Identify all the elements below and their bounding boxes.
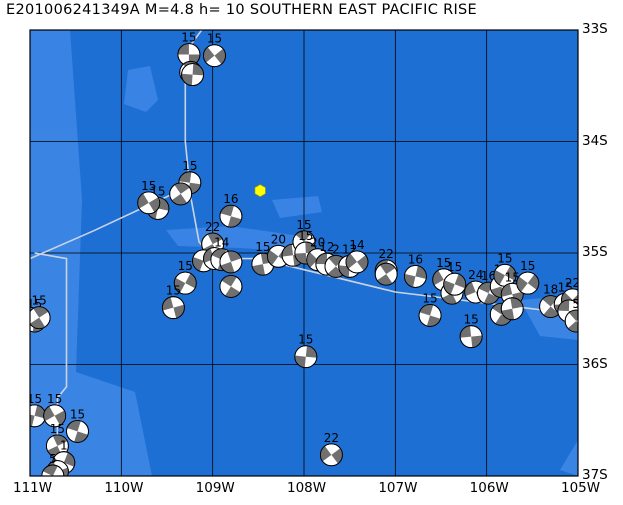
mechanism-depth-label: 16 <box>408 252 423 266</box>
mechanism-depth-label: 15 <box>298 333 313 347</box>
focal-mechanism: 15 <box>443 260 467 296</box>
mechanism-depth-label: 1 <box>60 439 68 453</box>
mechanism-depth-label: 15 <box>70 407 85 421</box>
focal-mechanism: 15 <box>493 251 517 287</box>
mechanism-depth-label: 15 <box>255 240 270 254</box>
mechanism-depth-label: 15 <box>436 256 451 270</box>
mechanism-depth-label: 15 <box>298 229 313 243</box>
mechanism-depth-label: 16 <box>223 192 238 206</box>
focal-mechanism: 15 <box>516 259 540 295</box>
mechanism-depth-label: 20 <box>271 232 286 246</box>
mechanism-depth-label: 22 <box>379 247 394 261</box>
focal-mechanism: 15 <box>459 313 483 349</box>
mechanism-depth-label: 15 <box>182 159 197 173</box>
latitude-tick-label: 37S <box>582 467 608 483</box>
focal-mechanism <box>219 250 243 274</box>
mechanism-depth-label: 12 <box>319 240 334 254</box>
mechanism-depth-label: 15 <box>166 284 181 298</box>
focal-mechanism: 15 <box>294 333 318 369</box>
focal-mechanism: 15 <box>27 392 47 428</box>
focal-mechanism: 22 <box>319 431 343 467</box>
focal-mechanism: 15 <box>30 294 51 330</box>
mechanism-depth-label: 15 <box>207 32 222 46</box>
focal-mechanism: 15 <box>43 392 67 428</box>
focal-mechanism: 5 <box>41 452 65 476</box>
map-frame <box>29 29 579 477</box>
focal-mechanism: 15 <box>294 229 318 265</box>
mechanism-depth-label: 22 <box>565 276 580 290</box>
focal-mechanism <box>219 275 243 298</box>
mechanism-depth-label: 5 <box>49 452 57 466</box>
longitude-tick-label: 105W <box>561 480 601 496</box>
mechanism-depth-label: 15 <box>505 270 520 284</box>
graticule <box>30 30 578 476</box>
mechanism-depth-label: 24 <box>468 268 483 282</box>
mechanism-depth-label: 14 <box>214 236 229 250</box>
focal-mechanism: 15 <box>66 407 89 443</box>
focal-mechanism: 15 <box>137 179 161 215</box>
mechanism-depth-label: 15 <box>181 31 196 45</box>
latitude-tick-label: 36S <box>582 355 608 372</box>
mechanism-depth-label: 22 <box>205 220 220 234</box>
mechanism-depth-label: 20 <box>310 236 325 250</box>
longitude-tick-label: 110W <box>104 480 144 496</box>
focal-mechanism <box>181 63 205 87</box>
mechanism-depth-label: 15 <box>178 259 193 273</box>
mechanism-depth-label: 14 <box>349 238 364 252</box>
longitude-tick-label: 108W <box>287 480 327 496</box>
mechanism-depth-label: 15 <box>463 313 478 327</box>
focal-mechanism <box>169 182 193 206</box>
focal-mechanism: 16 <box>477 269 500 305</box>
longitude-tick-label: 109W <box>195 480 235 496</box>
mechanism-depth-label: 15 <box>141 179 156 193</box>
focal-mechanism: 16 <box>219 192 243 228</box>
longitude-tick-label: 111W <box>13 480 53 496</box>
focal-mechanism: 15 <box>418 291 442 327</box>
mechanism-depth-label: 15 <box>447 260 462 274</box>
mechanism-depth-label: 15 <box>497 251 512 265</box>
mechanism-depth-label: 5 <box>572 297 580 311</box>
mechanism-depth-label: 22 <box>324 431 339 445</box>
mechanism-depth-label: 15 <box>50 422 65 436</box>
mechanism-depth-label: 15 <box>27 392 42 406</box>
mechanism-depth-label: 15 <box>47 392 62 406</box>
event-epicenter-marker <box>254 184 266 197</box>
focal-mechanism: 15 <box>161 284 185 320</box>
mechanism-depth-label: 2 <box>332 242 340 256</box>
longitude-tick-label: 106W <box>469 480 509 496</box>
latitude-tick-label: 34S <box>582 132 608 149</box>
mechanism-depth-label: 15 <box>422 291 437 305</box>
mechanism-depth-label: 15 <box>296 218 311 232</box>
latitude-tick-label: 33S <box>582 21 608 37</box>
longitude-tick-label: 107W <box>378 480 418 496</box>
focal-mechanism: 15 <box>177 31 201 66</box>
mechanism-depth-label: 15 <box>31 294 46 308</box>
focal-mechanism: 15 <box>173 259 197 295</box>
focal-mechanism <box>500 297 524 321</box>
focal-mechanism: 5 <box>564 297 580 333</box>
mechanism-depth-label: 18 <box>543 283 558 297</box>
focal-mechanism: 15 <box>203 32 226 68</box>
mechanism-depth-label: 15 <box>520 259 535 273</box>
focal-mechanism <box>374 262 398 286</box>
focal-mechanism: 14 <box>345 238 369 274</box>
map-title: E201006241349A M=4.8 h= 10 SOUTHERN EAST… <box>6 2 478 18</box>
focal-mechanism: 16 <box>403 252 427 288</box>
latitude-tick-label: 35S <box>582 244 608 260</box>
